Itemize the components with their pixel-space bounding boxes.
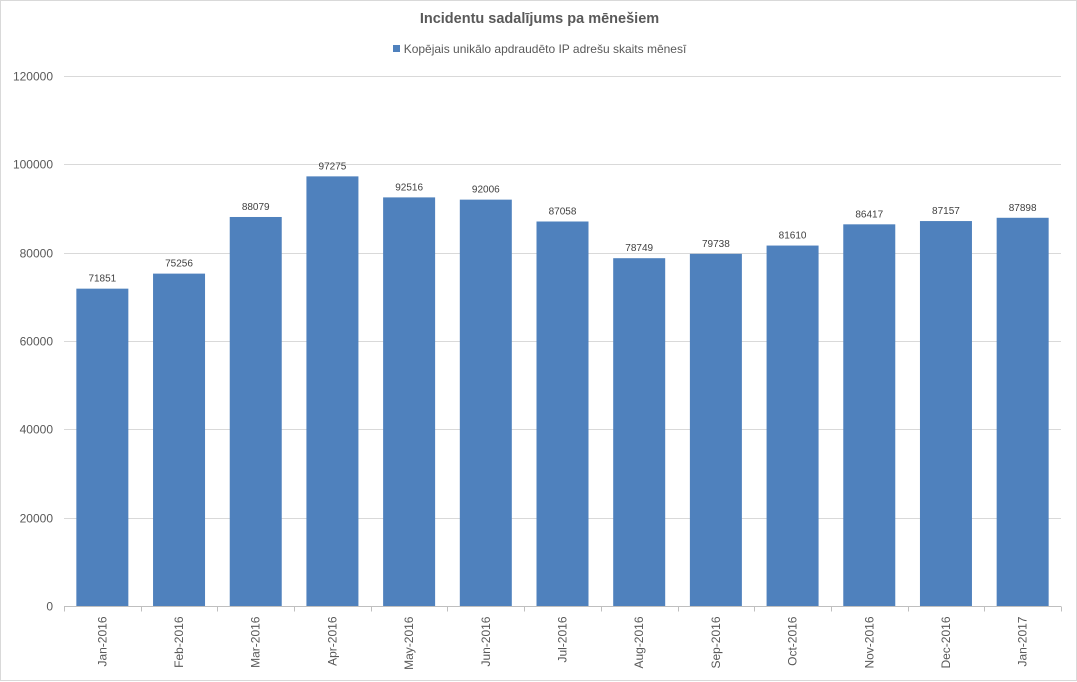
x-tick-label: Aug-2016 [632, 616, 646, 668]
x-tick-label: Oct-2016 [786, 616, 800, 666]
y-tick-label: 20000 [20, 512, 54, 526]
bar [689, 253, 742, 606]
bar [996, 217, 1049, 607]
x-tick-label: Apr-2016 [325, 616, 339, 666]
x-tick-label: Jun-2016 [479, 616, 493, 666]
y-tick-label: 0 [46, 600, 53, 614]
data-label: 79738 [702, 239, 730, 250]
x-tick-label: Jan-2016 [95, 616, 109, 666]
y-tick-label: 80000 [20, 247, 54, 261]
bar [919, 221, 972, 606]
bar [613, 258, 666, 606]
y-tick-label: 120000 [13, 70, 53, 84]
data-label: 71851 [88, 274, 116, 285]
x-tick-label: Jul-2016 [556, 616, 570, 662]
x-tick-label: Jan-2017 [1016, 616, 1030, 666]
data-label: 92516 [395, 182, 423, 193]
bar [843, 224, 896, 606]
x-tick-label: Mar-2016 [249, 616, 263, 668]
y-tick-label: 40000 [20, 423, 54, 437]
y-tick-label: 60000 [20, 335, 54, 349]
data-label: 87898 [1009, 203, 1037, 214]
x-tick-label: Feb-2016 [172, 616, 186, 668]
bar [76, 288, 129, 606]
x-tick-label: Nov-2016 [862, 616, 876, 668]
data-label: 97275 [319, 161, 347, 172]
data-label: 81610 [779, 231, 807, 242]
chart-title: Incidentu sadalījums pa mēnešiem [419, 11, 660, 27]
legend-swatch [392, 45, 400, 52]
bar [459, 199, 512, 606]
data-label: 87058 [549, 206, 577, 217]
x-tick-label: Sep-2016 [709, 616, 723, 668]
bar [766, 245, 819, 606]
x-tick-label: May-2016 [402, 616, 416, 670]
data-label: 88079 [242, 202, 270, 213]
bar [229, 216, 282, 606]
data-label: 75256 [165, 259, 193, 270]
legend-label: Kopējais unikālo apdraudēto IP adrešu sk… [403, 42, 687, 56]
bar [306, 176, 359, 606]
data-label: 86417 [855, 209, 883, 220]
x-tick-label: Dec-2016 [939, 616, 953, 668]
data-label: 78749 [625, 243, 653, 254]
bar [536, 221, 589, 606]
data-label: 92006 [472, 185, 500, 196]
bar [153, 273, 206, 606]
chart-legend: Kopējais unikālo apdraudēto IP adrešu sk… [1, 42, 1077, 56]
y-tick-label: 100000 [13, 158, 53, 172]
bar [383, 197, 436, 606]
data-label: 87157 [932, 206, 960, 217]
